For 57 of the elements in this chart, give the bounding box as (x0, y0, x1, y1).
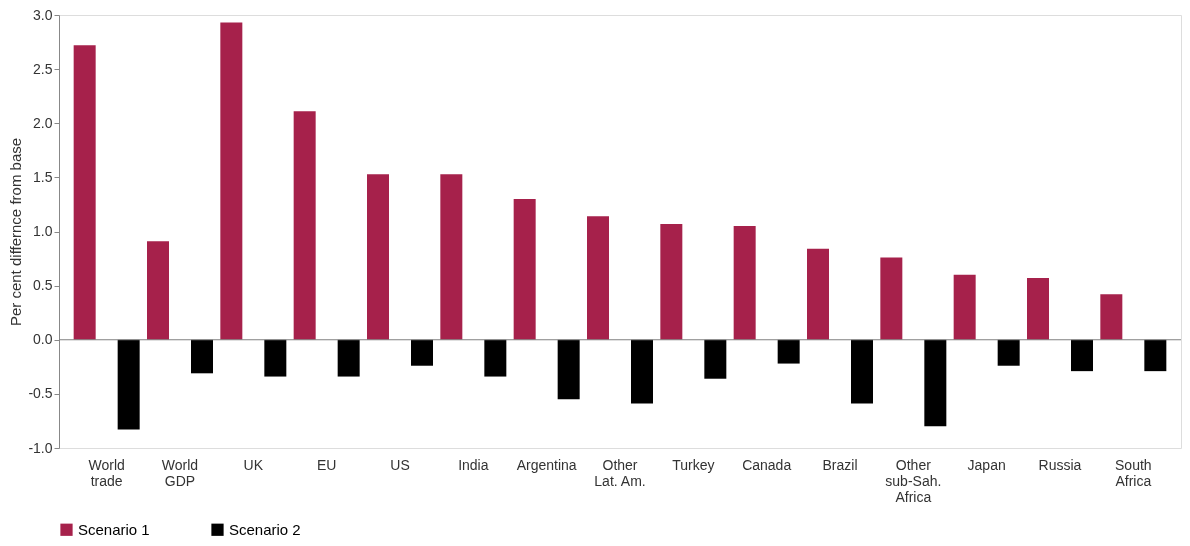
x-tick-label: EU (316, 456, 337, 473)
x-tick-label: Japan (967, 456, 1006, 473)
bar (1071, 339, 1093, 372)
bar (997, 339, 1020, 366)
bar (117, 339, 140, 430)
x-tick-label: Other sub-Sah. Africa (885, 456, 942, 505)
bar (1027, 278, 1049, 340)
bar (73, 45, 96, 340)
y-tick-label: 2.5 (33, 60, 53, 77)
x-tick-label: World trade (88, 456, 125, 489)
bar (337, 339, 360, 377)
bar (924, 339, 947, 427)
bar (220, 22, 243, 340)
bar (147, 241, 169, 340)
x-tick-label: US (390, 456, 410, 473)
x-tick-label: Brazil (822, 456, 858, 473)
bar (411, 339, 433, 366)
bar (704, 339, 727, 379)
x-tick-label: Other Lat. Am. (594, 456, 646, 489)
x-tick-label: India (458, 456, 489, 473)
bar (631, 339, 653, 404)
bar (660, 223, 683, 340)
y-tick-label: 3.0 (33, 6, 53, 23)
bar (557, 339, 580, 400)
x-tick-label: World GDP (161, 456, 199, 489)
bar (587, 216, 609, 340)
y-tick-label: 0.0 (33, 331, 53, 348)
bar (191, 339, 213, 374)
y-tick-label: 0.5 (33, 277, 53, 294)
y-axis-title: Per cent differnce from base (7, 137, 25, 327)
y-tick-label: 2.0 (33, 114, 53, 131)
bar (367, 174, 389, 340)
legend-label: Scenario 1 (78, 520, 150, 538)
bar (1100, 294, 1123, 340)
bar (513, 199, 536, 340)
bar (851, 339, 873, 404)
bar (293, 111, 316, 340)
y-tick-label: -0.5 (28, 385, 53, 402)
x-tick-label: Russia (1038, 456, 1082, 473)
bar (484, 339, 507, 377)
bar (777, 339, 800, 364)
bar (733, 226, 756, 340)
y-tick-label: -1.0 (28, 439, 53, 456)
bar (264, 339, 287, 377)
x-tick-label: Turkey (672, 456, 715, 473)
bar (953, 274, 976, 340)
bar (807, 248, 829, 340)
legend-label: Scenario 2 (229, 520, 301, 538)
bar (880, 257, 903, 340)
bar (440, 174, 463, 340)
x-tick-label: Canada (742, 456, 792, 473)
y-tick-label: 1.0 (33, 223, 53, 239)
bar (1144, 339, 1167, 372)
y-tick-label: 1.5 (33, 168, 53, 185)
x-tick-label: South Africa (1115, 456, 1152, 489)
x-tick-label: Argentina (516, 456, 577, 473)
x-tick-label: UK (243, 456, 264, 473)
